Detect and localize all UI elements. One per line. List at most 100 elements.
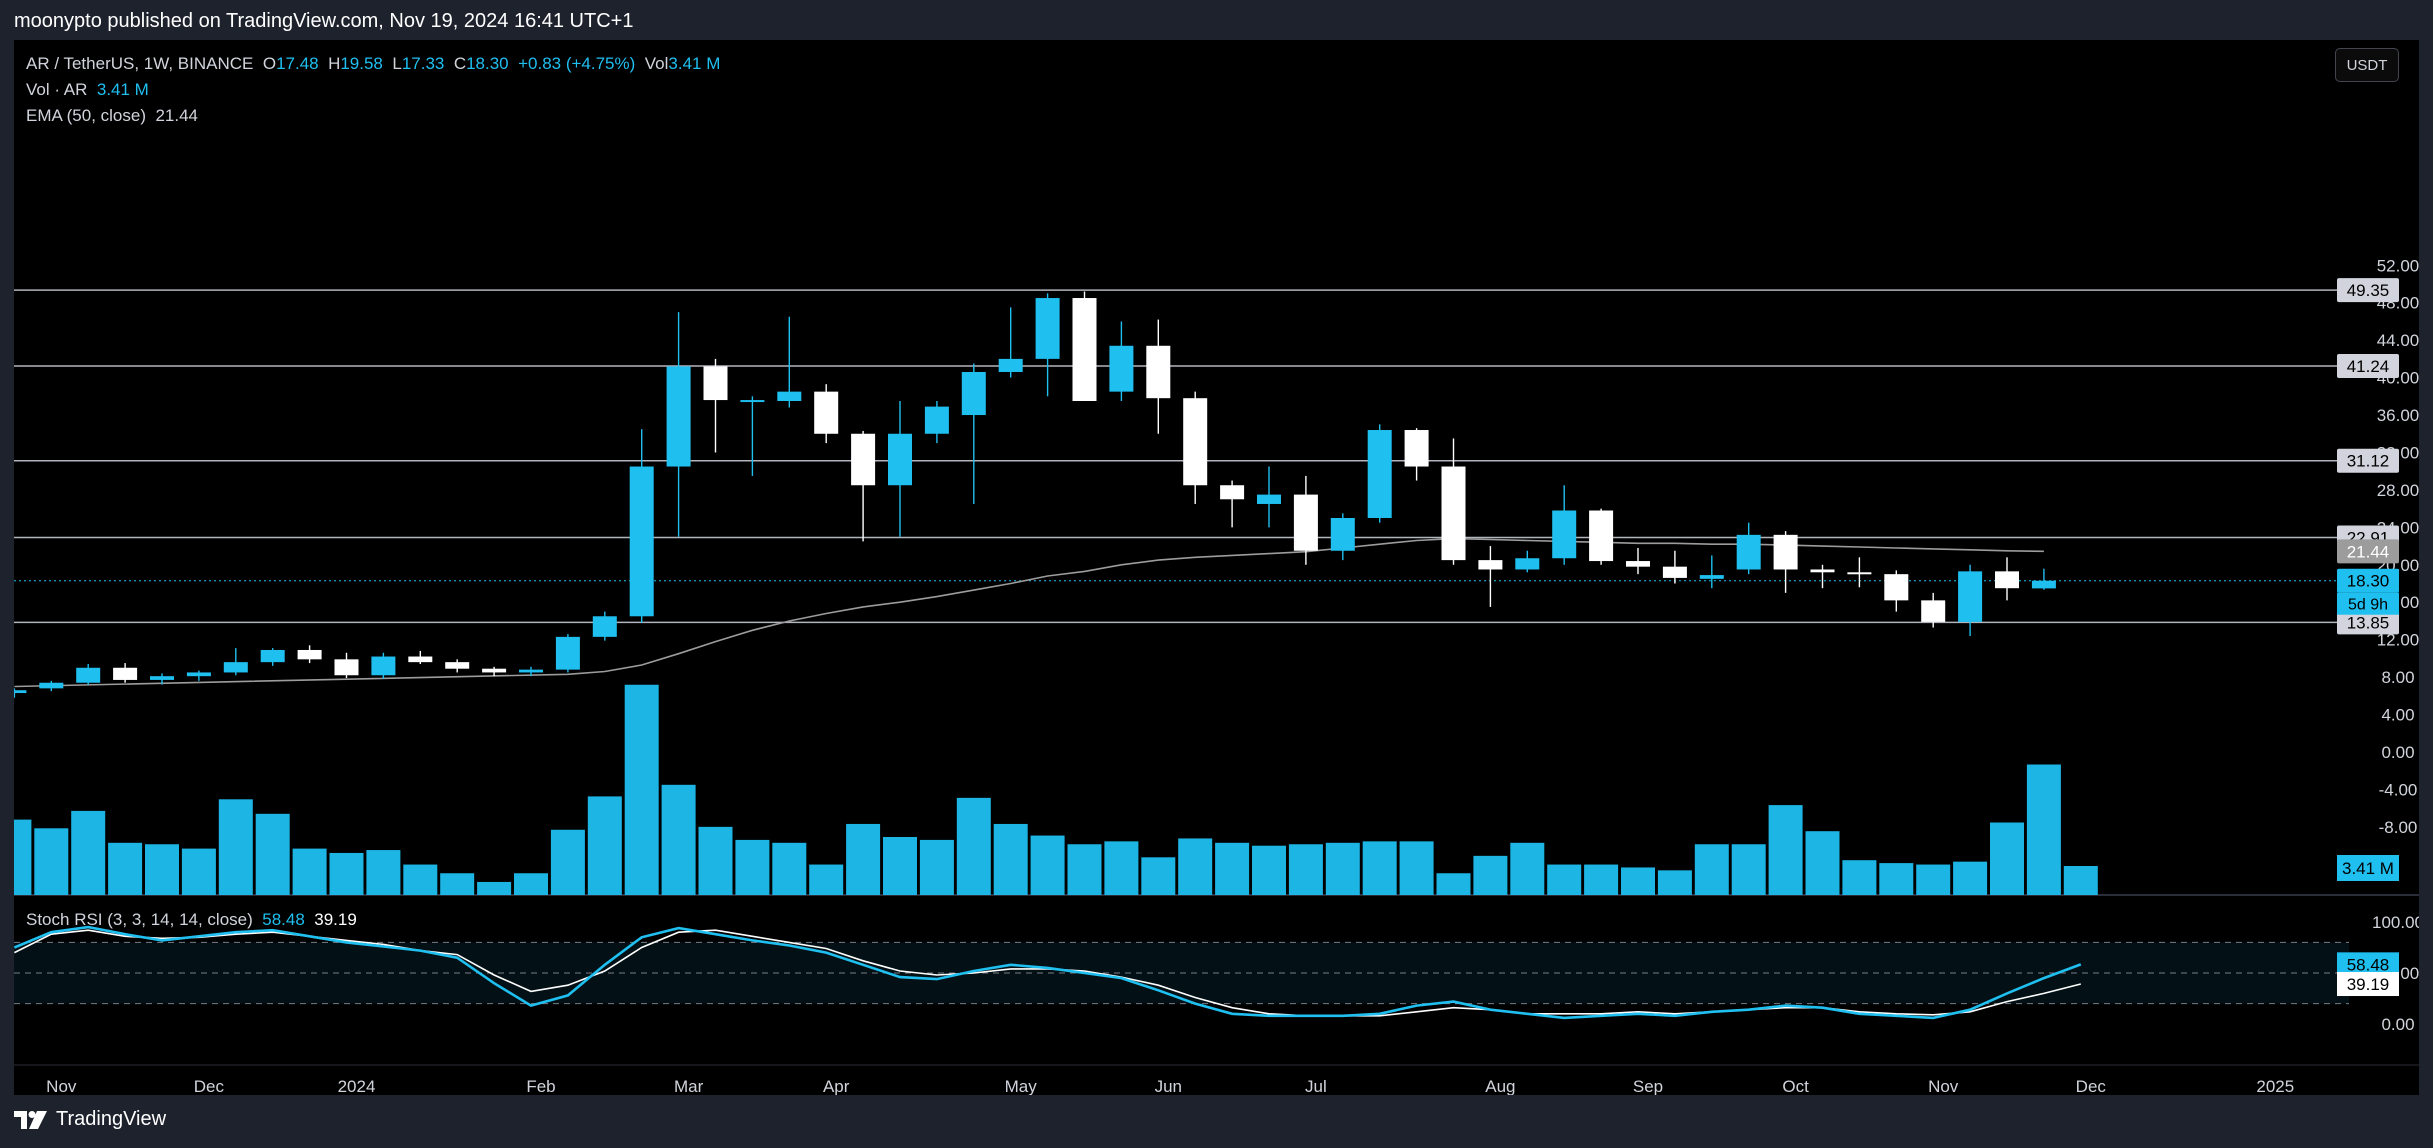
volume-bar (1288, 844, 1323, 895)
volume-legend[interactable]: Vol · AR 3.41 M (26, 80, 149, 99)
candle-body[interactable] (814, 391, 839, 434)
candle-body[interactable] (76, 667, 101, 683)
candle-body[interactable] (998, 358, 1023, 372)
candle-body[interactable] (14, 690, 27, 694)
candle-body[interactable] (371, 656, 396, 676)
volume-bar (1178, 838, 1213, 895)
price-label-level-bg (2337, 278, 2399, 303)
volume-bar (1842, 860, 1877, 895)
tradingview-logo-icon[interactable] (14, 1110, 48, 1129)
candle-body[interactable] (1330, 518, 1355, 551)
volume-bar (587, 796, 622, 895)
candle-body[interactable] (445, 662, 470, 669)
candle-body[interactable] (39, 682, 64, 689)
stoch-rsi-legend[interactable]: Stoch RSI (3, 3, 14, 14, close) 58.48 39… (26, 910, 357, 929)
volume-bar (1990, 822, 2024, 895)
symbol-info[interactable]: AR / TetherUS, 1W, BINANCE (26, 54, 254, 73)
candle-body[interactable] (1035, 298, 1060, 359)
volume-bar (993, 823, 1028, 895)
stoch-axis-tick: 0.00 (2381, 1015, 2414, 1034)
candle-body[interactable] (1958, 571, 1983, 622)
volume-bar (1399, 841, 1434, 895)
candle-body[interactable] (2031, 580, 2056, 589)
candle-body[interactable] (482, 668, 507, 673)
price-axis-tick: 0.00 (2381, 743, 2414, 762)
candle-body[interactable] (1109, 345, 1134, 392)
candle-body[interactable] (1995, 571, 2019, 589)
candle-body[interactable] (592, 616, 617, 637)
volume-bar (2063, 866, 2098, 895)
candle-body[interactable] (1367, 430, 1392, 518)
candle-body[interactable] (629, 466, 654, 617)
volume-bar (1104, 841, 1139, 895)
candle-body[interactable] (555, 636, 580, 670)
candle-body[interactable] (740, 400, 765, 403)
volume-bar (403, 864, 438, 895)
candle-body[interactable] (1552, 510, 1577, 559)
price-axis-tick: 4.00 (2381, 706, 2414, 725)
chart-canvas[interactable]: 52.0048.0044.0040.0036.0032.0028.0024.00… (14, 40, 2419, 1095)
candle-body[interactable] (888, 433, 912, 486)
candle-body[interactable] (186, 672, 211, 677)
candle-body[interactable] (1220, 485, 1245, 500)
volume-bar (329, 852, 364, 895)
candle-body[interactable] (150, 676, 174, 680)
candle-body[interactable] (1773, 534, 1798, 570)
candle-body[interactable] (223, 662, 248, 673)
candle-body[interactable] (924, 406, 949, 434)
volume-bar (1879, 863, 1914, 895)
candle-body[interactable] (666, 366, 691, 467)
candle-body[interactable] (1072, 298, 1097, 401)
candle-body[interactable] (1441, 466, 1466, 561)
candle-body[interactable] (1183, 398, 1208, 486)
time-axis-label: 2025 (2256, 1077, 2294, 1095)
candle-body[interactable] (1257, 494, 1281, 504)
volume-bar (956, 797, 991, 895)
price-label-price-bg (2337, 568, 2399, 593)
volume-label-bg (2337, 855, 2399, 881)
candle-body[interactable] (113, 667, 138, 680)
price-axis-tick: 12.00 (2377, 631, 2419, 650)
open-value: 17.48 (276, 54, 319, 73)
volume-bar (1694, 844, 1729, 895)
candle-body[interactable] (1921, 600, 1946, 622)
candle-body[interactable] (519, 669, 543, 673)
time-axis-label: Nov (46, 1077, 77, 1095)
candle-body[interactable] (1736, 534, 1761, 570)
ema-legend[interactable]: EMA (50, close) 21.44 (26, 106, 198, 125)
candle-body[interactable] (1884, 574, 1909, 601)
price-label-level-bg (2337, 448, 2399, 473)
volume-bar (477, 881, 512, 895)
candle-body[interactable] (1146, 345, 1171, 399)
candle-body[interactable] (851, 433, 876, 486)
time-axis-label: Feb (526, 1077, 555, 1095)
volume-bar (1362, 841, 1397, 895)
volume-bar (919, 839, 954, 895)
candle-body[interactable] (408, 656, 433, 663)
candle-body[interactable] (1404, 430, 1429, 467)
candle-body[interactable] (1626, 561, 1650, 567)
candle-body[interactable] (1478, 560, 1503, 570)
time-axis-label: Mar (674, 1077, 704, 1095)
currency-button[interactable]: USDT (2335, 48, 2399, 82)
chart-area[interactable]: 52.0048.0044.0040.0036.0032.0028.0024.00… (14, 40, 2419, 1095)
candle-body[interactable] (1699, 575, 1724, 579)
candle-body[interactable] (1810, 569, 1835, 573)
candle-body[interactable] (1589, 510, 1614, 562)
volume-bar (1436, 873, 1471, 895)
time-axis-label: Dec (194, 1077, 225, 1095)
candle-body[interactable] (297, 649, 322, 660)
candle-body[interactable] (334, 659, 359, 676)
candle-body[interactable] (1847, 572, 1872, 575)
candle-body[interactable] (961, 371, 986, 416)
candle-body[interactable] (1293, 494, 1318, 551)
stoch-k-line (14, 925, 2082, 1020)
candle-body[interactable] (1662, 566, 1687, 578)
candle-body[interactable] (777, 391, 802, 401)
candle-body[interactable] (1515, 558, 1540, 570)
candle-body[interactable] (703, 366, 728, 401)
price-axis-tick: 44.00 (2377, 331, 2419, 350)
candle-body[interactable] (260, 649, 285, 663)
volume-bar (1657, 870, 1692, 895)
publisher-header: moonypto published on TradingView.com, N… (14, 10, 633, 33)
